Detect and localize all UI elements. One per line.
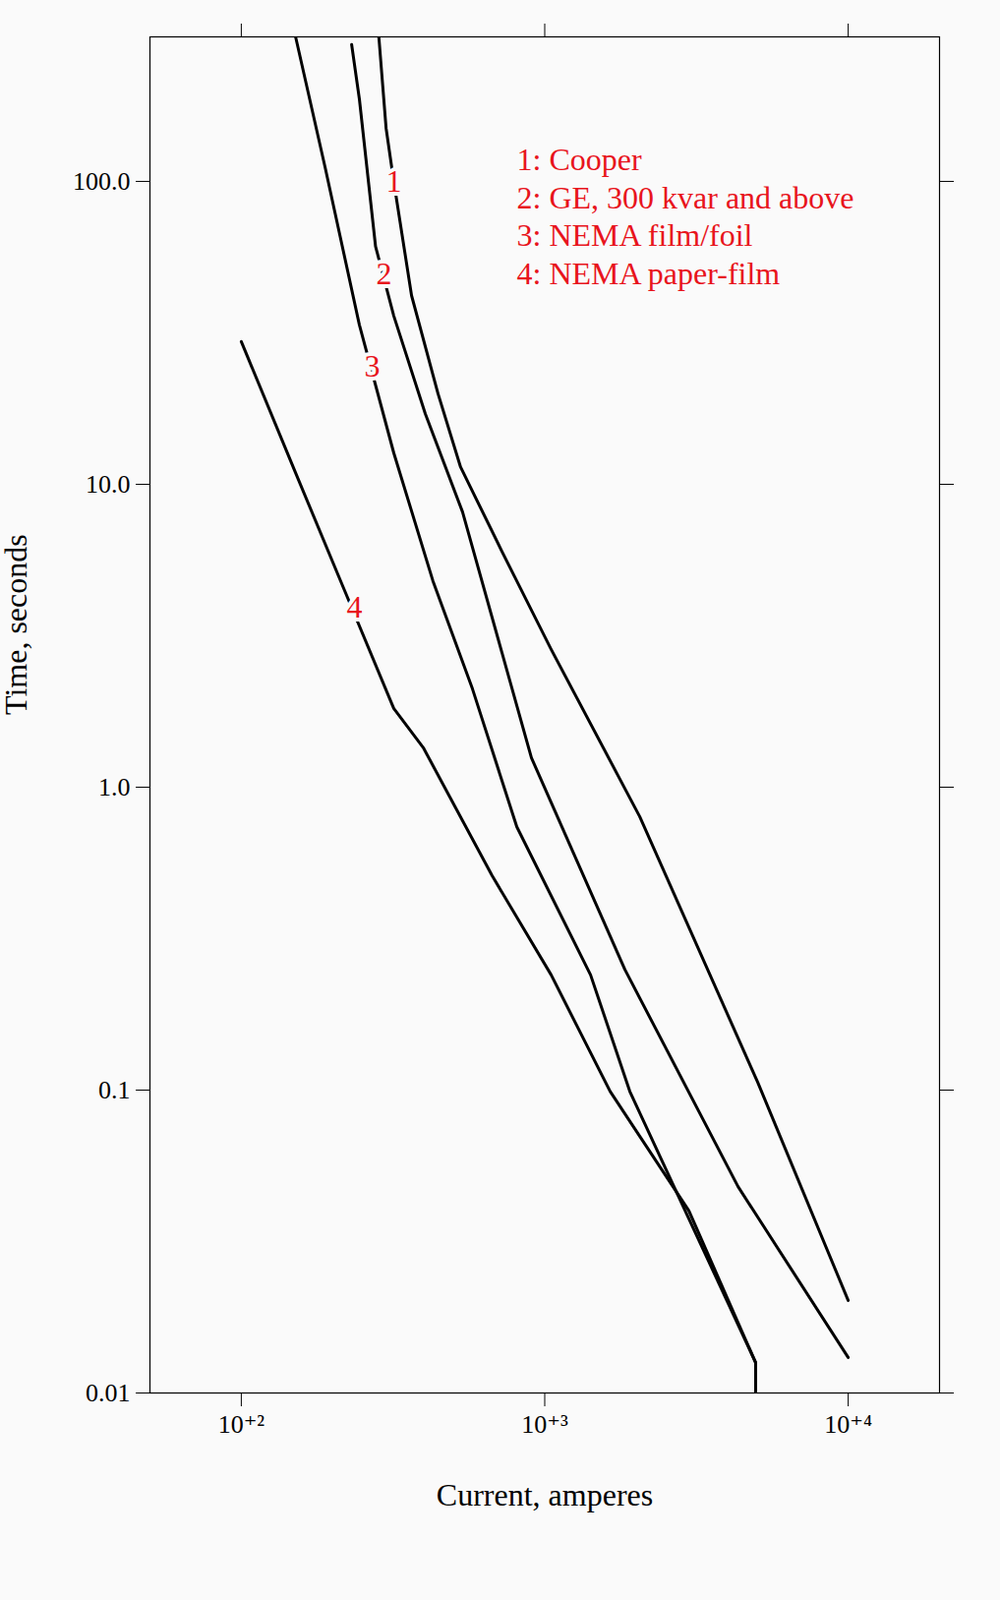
svg-text:Current, amperes: Current, amperes: [436, 1476, 653, 1513]
svg-text:3: NEMA film/foil: 3: NEMA film/foil: [517, 217, 754, 253]
svg-text:2: GE, 300 kvar and above: 2: GE, 300 kvar and above: [517, 179, 855, 216]
svg-text:3: 3: [364, 348, 381, 384]
svg-text:1: Cooper: 1: Cooper: [517, 141, 643, 177]
svg-text:1.0: 1.0: [98, 772, 131, 802]
svg-text:4: 4: [346, 588, 362, 625]
svg-text:1: 1: [385, 163, 402, 199]
svg-text:4: NEMA paper-film: 4: NEMA paper-film: [517, 255, 781, 292]
svg-text:10⁺²: 10⁺²: [218, 1410, 266, 1439]
svg-text:0.01: 0.01: [85, 1378, 131, 1408]
svg-text:10⁺⁴: 10⁺⁴: [823, 1410, 873, 1439]
svg-text:0.1: 0.1: [98, 1075, 131, 1105]
svg-text:100.0: 100.0: [72, 167, 131, 196]
svg-text:Time, seconds: Time, seconds: [0, 533, 34, 715]
svg-text:10⁺³: 10⁺³: [521, 1410, 569, 1439]
svg-text:10.0: 10.0: [85, 470, 131, 499]
svg-text:2: 2: [375, 255, 392, 292]
